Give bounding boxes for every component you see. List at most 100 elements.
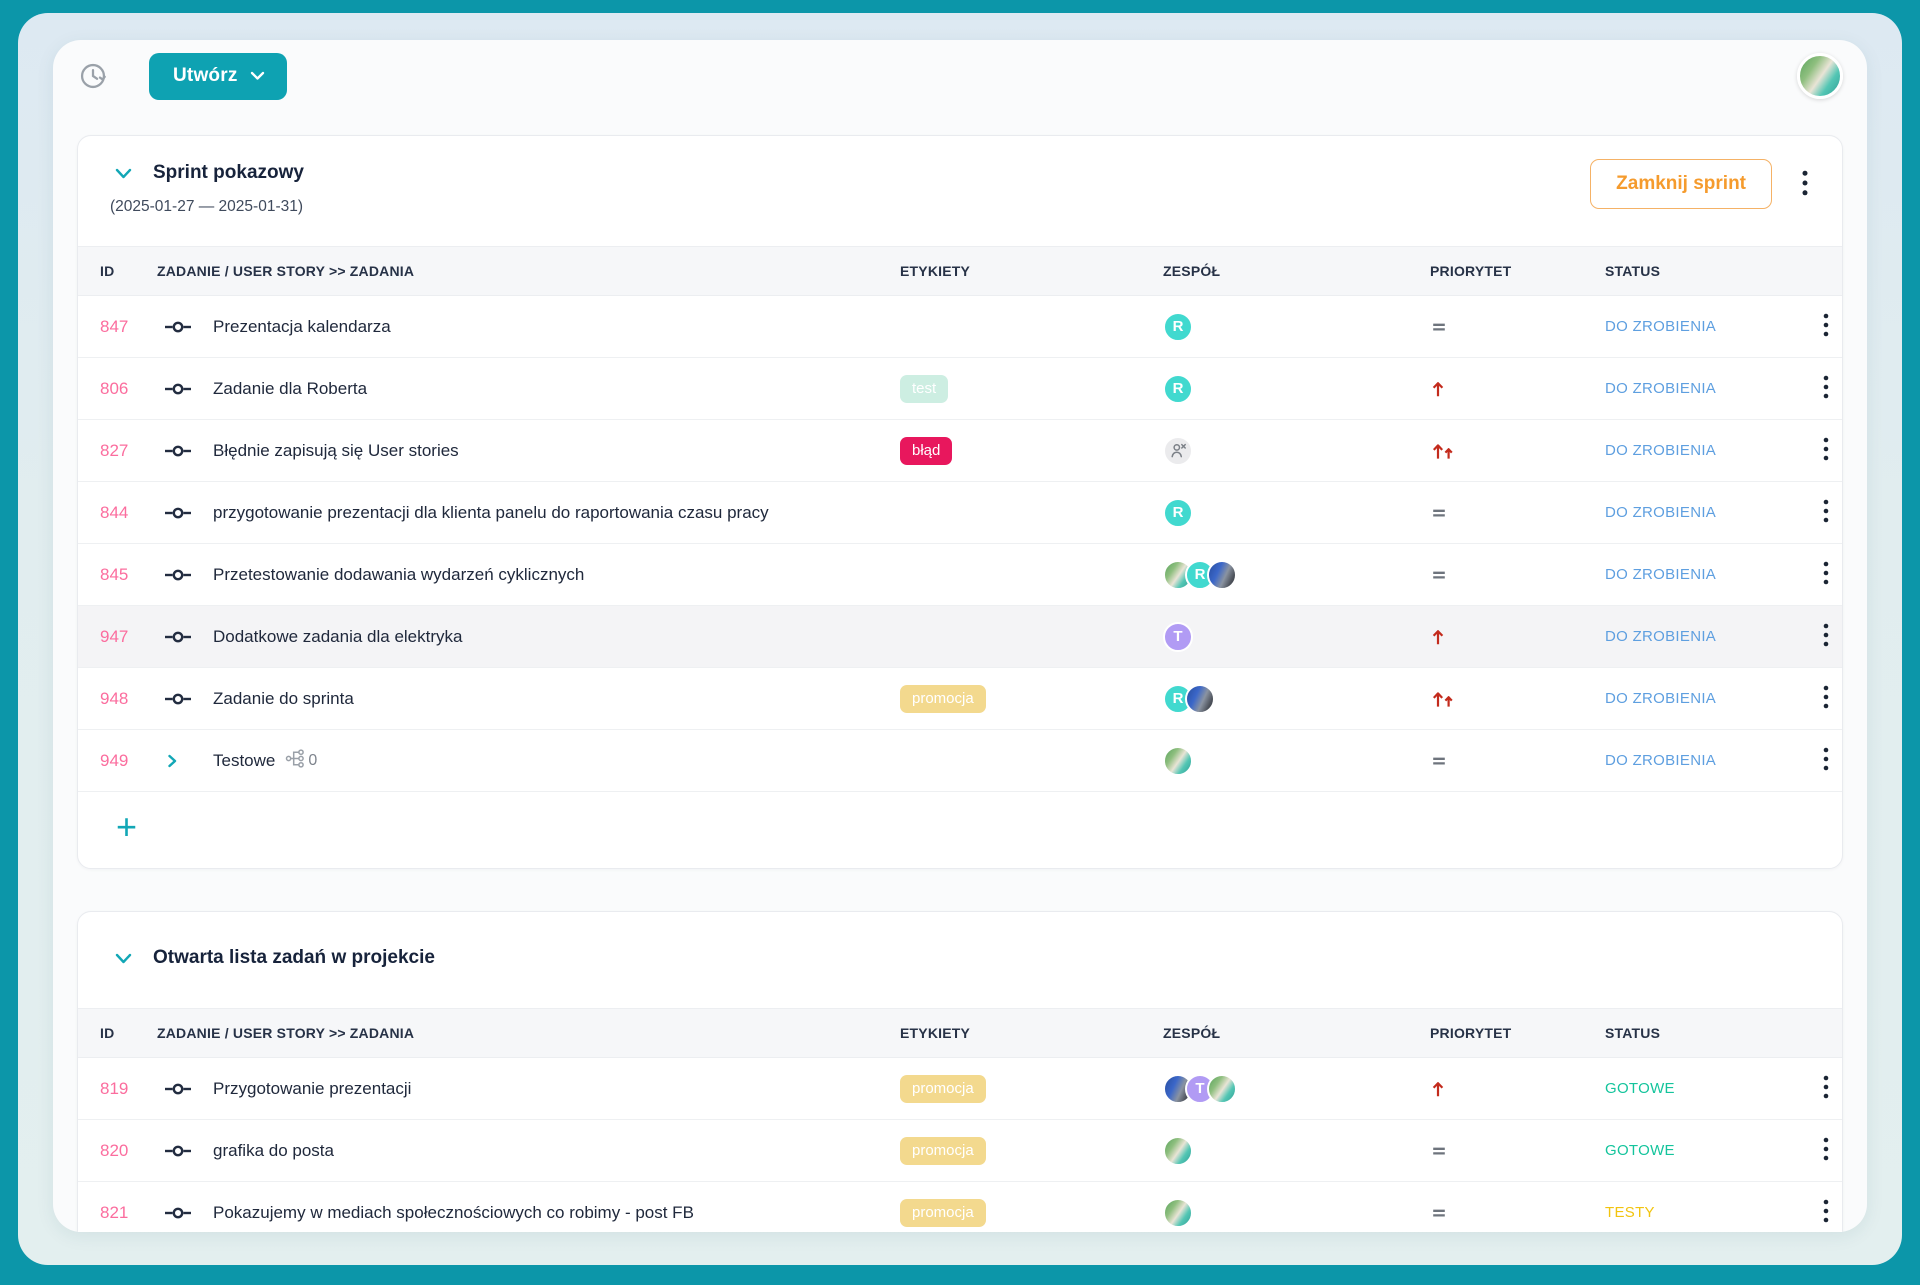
team-cell: R	[1163, 683, 1418, 714]
backlog-card-header: Otwarta lista zadań w projekcie	[78, 912, 1842, 1008]
task-id[interactable]: 821	[100, 1202, 129, 1222]
task-id[interactable]: 949	[100, 750, 129, 770]
status-badge[interactable]: DO ZROBIENIA	[1605, 380, 1717, 397]
task-title[interactable]: Przetestowanie dodawania wydarzeń cyklic…	[213, 564, 585, 584]
status-badge[interactable]: GOTOWE	[1605, 1080, 1675, 1097]
row-menu-button[interactable]	[1815, 555, 1837, 594]
label-chip: test	[900, 374, 949, 403]
task-id[interactable]: 948	[100, 688, 129, 708]
task-type-icon	[157, 568, 213, 582]
team-cell	[1163, 1135, 1418, 1166]
table-row[interactable]: 819 Przygotowanie prezentacji promocja T GOT…	[78, 1058, 1842, 1120]
subtask-count: 0	[285, 748, 317, 773]
row-menu-button[interactable]	[1815, 1193, 1837, 1232]
row-menu-button[interactable]	[1815, 1069, 1837, 1108]
task-title[interactable]: Pokazujemy w mediach społecznościowych c…	[213, 1202, 694, 1222]
avatar-initial-t: T	[1163, 621, 1193, 652]
labels-cell: promocja	[900, 684, 1163, 713]
task-title[interactable]: grafika do posta	[213, 1140, 334, 1160]
status-badge[interactable]: DO ZROBIENIA	[1605, 752, 1717, 769]
label-chip: promocja	[900, 1136, 986, 1165]
table-row[interactable]: 847 Prezentacja kalendarza R DO ZROBIENIA	[78, 296, 1842, 358]
column-header-labels: ETYKIETY	[900, 263, 971, 279]
status-badge[interactable]: GOTOWE	[1605, 1142, 1675, 1159]
collapse-chevron-icon[interactable]	[114, 952, 133, 969]
row-menu-button[interactable]	[1815, 679, 1837, 718]
priority-icon-medium	[1418, 1143, 1598, 1159]
task-title[interactable]: Przygotowanie prezentacji	[213, 1078, 412, 1098]
labels-cell: promocja	[900, 1074, 1163, 1103]
subtasks-tree-icon	[285, 748, 305, 773]
outer-panel: Utwórz Sprint pokazowy (2025-01-2	[18, 13, 1902, 1265]
task-title[interactable]: przygotowanie prezentacji dla klienta pa…	[213, 502, 769, 522]
backlog-table-body: 819 Przygotowanie prezentacji promocja T GOT…	[78, 1058, 1842, 1232]
avatar-photo	[1163, 1135, 1193, 1166]
task-id[interactable]: 819	[100, 1078, 129, 1098]
row-menu-button[interactable]	[1815, 617, 1837, 656]
backlog-table-header: ID ZADANIE / USER STORY >> ZADANIA ETYKI…	[78, 1008, 1842, 1058]
task-title-cell: Przetestowanie dodawania wydarzeń cyklic…	[213, 565, 900, 585]
create-button[interactable]: Utwórz	[149, 52, 287, 100]
clock-history-icon[interactable]	[77, 60, 109, 92]
status-badge[interactable]: TESTY	[1605, 1204, 1655, 1221]
column-header-priority: PRIORYTET	[1430, 263, 1512, 279]
user-avatar[interactable]	[1797, 53, 1843, 99]
row-menu-button[interactable]	[1815, 431, 1837, 470]
row-menu-button[interactable]	[1815, 369, 1837, 408]
status-badge[interactable]: DO ZROBIENIA	[1605, 566, 1717, 583]
row-menu-button[interactable]	[1815, 741, 1837, 780]
table-row[interactable]: 948 Zadanie do sprinta promocja R DO ZROBIEN…	[78, 668, 1842, 730]
sprint-menu-button[interactable]	[1794, 164, 1816, 205]
task-title[interactable]: Zadanie do sprinta	[213, 688, 354, 708]
avatar-initial-r: R	[1163, 497, 1193, 528]
row-menu-button[interactable]	[1815, 307, 1837, 346]
status-badge[interactable]: DO ZROBIENIA	[1605, 628, 1717, 645]
backlog-card: Otwarta lista zadań w projekcie ID ZADAN…	[77, 911, 1843, 1232]
add-task-button[interactable]: +	[108, 809, 145, 851]
table-row[interactable]: 820 grafika do posta promocja GOTOWE	[78, 1120, 1842, 1182]
status-badge[interactable]: DO ZROBIENIA	[1605, 318, 1717, 335]
chevron-down-icon	[250, 71, 264, 80]
task-title[interactable]: Dodatkowe zadania dla elektryka	[213, 626, 463, 646]
task-id[interactable]: 806	[100, 378, 129, 398]
topbar: Utwórz	[53, 40, 1867, 112]
column-header-status: STATUS	[1605, 263, 1661, 279]
column-header-labels: ETYKIETY	[900, 1025, 971, 1041]
column-header-id: ID	[100, 1025, 115, 1041]
column-header-task: ZADANIE / USER STORY >> ZADANIA	[157, 1025, 415, 1041]
close-sprint-button[interactable]: Zamknij sprint	[1590, 159, 1772, 209]
status-badge[interactable]: DO ZROBIENIA	[1605, 504, 1717, 521]
app-window: Utwórz Sprint pokazowy (2025-01-2	[53, 40, 1867, 1232]
table-row[interactable]: 845 Przetestowanie dodawania wydarzeń cyk…	[78, 544, 1842, 606]
task-title[interactable]: Zadanie dla Roberta	[213, 378, 368, 398]
sprint-table-header: ID ZADANIE / USER STORY >> ZADANIA ETYKI…	[78, 246, 1842, 296]
task-id[interactable]: 947	[100, 626, 129, 646]
sprint-title: Sprint pokazowy	[153, 162, 304, 183]
task-id[interactable]: 847	[100, 316, 129, 336]
task-type-icon	[157, 506, 213, 520]
team-cell: R	[1163, 497, 1418, 528]
task-type-icon	[157, 444, 213, 458]
table-row[interactable]: 806 Zadanie dla Roberta test R DO ZROBIENIA	[78, 358, 1842, 420]
task-title[interactable]: Testowe	[213, 750, 276, 770]
task-id[interactable]: 820	[100, 1140, 129, 1160]
table-row[interactable]: 827 Błędnie zapisują się User stories błąd…	[78, 420, 1842, 482]
team-cell: R	[1163, 311, 1418, 342]
table-row[interactable]: 821 Pokazujemy w mediach społecznościowyc…	[78, 1182, 1842, 1232]
table-row[interactable]: 844 przygotowanie prezentacji dla klienta…	[78, 482, 1842, 544]
task-id[interactable]: 827	[100, 440, 129, 460]
row-menu-button[interactable]	[1815, 493, 1837, 532]
table-row[interactable]: 947 Dodatkowe zadania dla elektryka T DO ZR…	[78, 606, 1842, 668]
priority-icon-medium	[1418, 505, 1598, 521]
collapse-chevron-icon[interactable]	[114, 167, 133, 184]
row-menu-button[interactable]	[1815, 1131, 1837, 1170]
table-row[interactable]: 949 Testowe 0 DO ZROBIENIA	[78, 730, 1842, 792]
task-title[interactable]: Prezentacja kalendarza	[213, 316, 391, 336]
status-badge[interactable]: DO ZROBIENIA	[1605, 442, 1717, 459]
task-title[interactable]: Błędnie zapisują się User stories	[213, 440, 459, 460]
task-id[interactable]: 845	[100, 564, 129, 584]
status-badge[interactable]: DO ZROBIENIA	[1605, 690, 1717, 707]
task-id[interactable]: 844	[100, 502, 129, 522]
expand-chevron-icon[interactable]	[157, 753, 213, 769]
